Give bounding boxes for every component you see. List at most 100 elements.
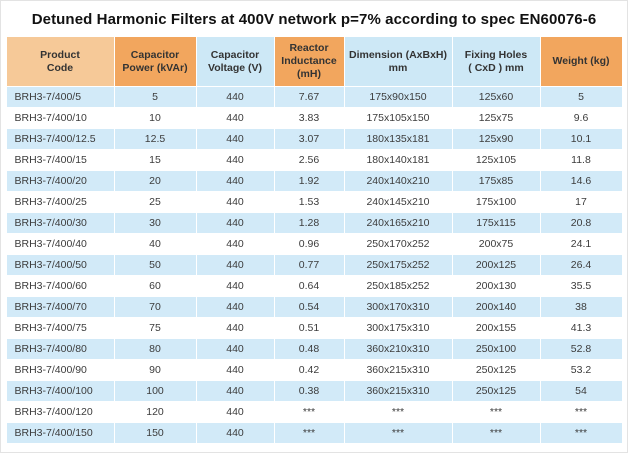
value-cell: 1.28: [273, 212, 345, 235]
value-cell: ***: [539, 422, 623, 445]
value-cell: 440: [195, 275, 275, 298]
value-cell: 440: [195, 107, 275, 130]
value-cell: 0.42: [273, 359, 345, 382]
table-row: BRH3-7/400/30 30 440 1.28 240x165x210 175x115…: [5, 212, 623, 235]
value-cell: 20: [113, 170, 197, 193]
table-row: BRH3-7/400/20 20 440 1.92 240x140x210 175x85 1…: [5, 170, 623, 193]
value-cell: 75: [113, 317, 197, 340]
value-cell: 175x85: [451, 170, 541, 193]
value-cell: 12.5: [113, 128, 197, 151]
value-cell: 3.83: [273, 107, 345, 130]
value-cell: 38: [539, 296, 623, 319]
table-row: BRH3-7/400/120 120 440 *** *** *** ***: [5, 401, 623, 424]
value-cell: 60: [113, 275, 197, 298]
table-row: BRH3-7/400/15 15 440 2.56 180x140x181 125x105…: [5, 149, 623, 172]
value-cell: 200x130: [451, 275, 541, 298]
value-cell: 54: [539, 380, 623, 403]
value-cell: 200x75: [451, 233, 541, 256]
value-cell: 0.96: [273, 233, 345, 256]
value-cell: 5: [113, 86, 197, 109]
product-code-cell: BRH3-7/400/12.5: [5, 128, 115, 151]
header-cell: Capacitor Voltage (V): [195, 35, 275, 88]
value-cell: 40: [113, 233, 197, 256]
product-code-cell: BRH3-7/400/40: [5, 233, 115, 256]
value-cell: 1.92: [273, 170, 345, 193]
product-code-cell: BRH3-7/400/30: [5, 212, 115, 235]
product-code-cell: BRH3-7/400/70: [5, 296, 115, 319]
value-cell: 90: [113, 359, 197, 382]
value-cell: 200x155: [451, 317, 541, 340]
table-row: BRH3-7/400/50 50 440 0.77 250x175x252 200x125…: [5, 254, 623, 277]
header-cell: Dimension (AxBxH) mm: [343, 35, 453, 88]
value-cell: 250x125: [451, 380, 541, 403]
value-cell: 0.51: [273, 317, 345, 340]
value-cell: 125x75: [451, 107, 541, 130]
value-cell: 300x170x310: [343, 296, 453, 319]
value-cell: 125x105: [451, 149, 541, 172]
page-title: Detuned Harmonic Filters at 400V network…: [31, 11, 597, 28]
value-cell: 250x125: [451, 359, 541, 382]
table-row: BRH3-7/400/75 75 440 0.51 300x175x310 200x155…: [5, 317, 623, 340]
value-cell: 150: [113, 422, 197, 445]
value-cell: ***: [451, 422, 541, 445]
value-cell: 50: [113, 254, 197, 277]
value-cell: 100: [113, 380, 197, 403]
product-code-cell: BRH3-7/400/10: [5, 107, 115, 130]
value-cell: 440: [195, 422, 275, 445]
table-row: BRH3-7/400/5 5 440 7.67 175x90x150 125x60 5: [5, 86, 623, 109]
value-cell: 15: [113, 149, 197, 172]
value-cell: 53.2: [539, 359, 623, 382]
value-cell: 360x215x310: [343, 359, 453, 382]
header-cell: Reactor Inductance (mH): [273, 35, 345, 88]
header-cell: Fixing Holes ( CxD ) mm: [451, 35, 541, 88]
value-cell: 5: [539, 86, 623, 109]
value-cell: 0.64: [273, 275, 345, 298]
value-cell: 250x100: [451, 338, 541, 361]
value-cell: 180x140x181: [343, 149, 453, 172]
value-cell: 30: [113, 212, 197, 235]
product-code-cell: BRH3-7/400/120: [5, 401, 115, 424]
value-cell: 20.8: [539, 212, 623, 235]
value-cell: 14.6: [539, 170, 623, 193]
product-code-cell: BRH3-7/400/5: [5, 86, 115, 109]
value-cell: 0.48: [273, 338, 345, 361]
value-cell: 3.07: [273, 128, 345, 151]
header-cell: Product Code: [5, 35, 115, 88]
value-cell: 180x135x181: [343, 128, 453, 151]
value-cell: 200x140: [451, 296, 541, 319]
value-cell: 440: [195, 254, 275, 277]
value-cell: 35.5: [539, 275, 623, 298]
table-row: BRH3-7/400/80 80 440 0.48 360x210x310 250x100…: [5, 338, 623, 361]
value-cell: 440: [195, 149, 275, 172]
product-code-cell: BRH3-7/400/90: [5, 359, 115, 382]
value-cell: 41.3: [539, 317, 623, 340]
table-row: BRH3-7/400/40 40 440 0.96 250x170x252 200x75 2…: [5, 233, 623, 256]
value-cell: 125x60: [451, 86, 541, 109]
table-row: BRH3-7/400/12.5 12.5 440 3.07 180x135x181 125…: [5, 128, 623, 151]
value-cell: 80: [113, 338, 197, 361]
value-cell: 250x170x252: [343, 233, 453, 256]
value-cell: 7.67: [273, 86, 345, 109]
value-cell: ***: [273, 422, 345, 445]
value-cell: 17: [539, 191, 623, 214]
value-cell: 240x165x210: [343, 212, 453, 235]
product-code-cell: BRH3-7/400/100: [5, 380, 115, 403]
value-cell: 440: [195, 380, 275, 403]
value-cell: 250x185x252: [343, 275, 453, 298]
table-row: BRH3-7/400/10 10 440 3.83 175x105x150 125x75 9…: [5, 107, 623, 130]
value-cell: 2.56: [273, 149, 345, 172]
filters-spec-table: Product Code Capacitor Power (kVAr) Capaci…: [5, 35, 623, 445]
value-cell: 10: [113, 107, 197, 130]
table-body: BRH3-7/400/5 5 440 7.67 175x90x150 125x60 5 BRH…: [5, 86, 623, 445]
value-cell: 0.54: [273, 296, 345, 319]
table-row: BRH3-7/400/100 100 440 0.38 360x215x310 250x1…: [5, 380, 623, 403]
product-code-cell: BRH3-7/400/20: [5, 170, 115, 193]
value-cell: 25: [113, 191, 197, 214]
product-code-cell: BRH3-7/400/15: [5, 149, 115, 172]
table-row: BRH3-7/400/70 70 440 0.54 300x170x310 200x140…: [5, 296, 623, 319]
value-cell: 10.1: [539, 128, 623, 151]
table-row: BRH3-7/400/25 25 440 1.53 240x145x210 175x100…: [5, 191, 623, 214]
value-cell: ***: [343, 422, 453, 445]
value-cell: 120: [113, 401, 197, 424]
value-cell: 0.38: [273, 380, 345, 403]
